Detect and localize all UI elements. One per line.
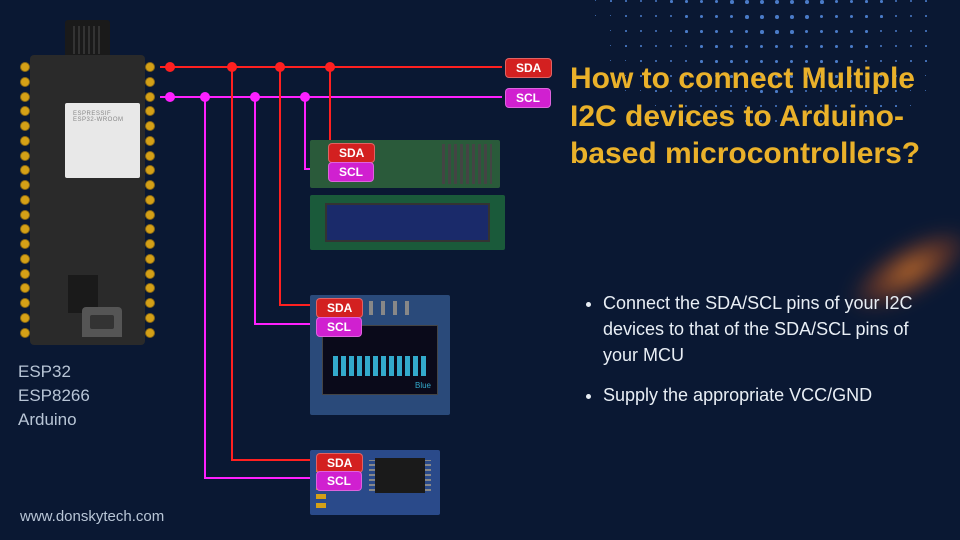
oled-sda-label: SDA	[316, 298, 363, 318]
mcu-board: ESPRESSIF ESP32-WROOM	[15, 20, 160, 350]
lcd-sda-label: SDA	[328, 143, 375, 163]
pins-left	[20, 62, 30, 338]
mcu-pcb: ESPRESSIF ESP32-WROOM	[30, 55, 145, 345]
device-lcd-display	[310, 195, 505, 250]
rtc-scl-label: SCL	[316, 471, 362, 491]
oled-scl-label: SCL	[316, 317, 362, 337]
usb-port	[82, 307, 122, 337]
lcd-screen	[325, 203, 490, 242]
mcu-label-1: ESP8266	[18, 384, 90, 408]
oled-bars	[333, 356, 429, 376]
page-title: How to connect Multiple I2C devices to A…	[570, 60, 930, 173]
lcd-scl-label: SCL	[328, 162, 374, 182]
chip-model: ESP32-WROOM	[73, 117, 132, 123]
mcu-labels: ESP32 ESP8266 Arduino	[18, 360, 90, 431]
mcu-label-0: ESP32	[18, 360, 90, 384]
bullet-0: Connect the SDA/SCL pins of your I2C dev…	[603, 290, 925, 368]
rtc-sda-label: SDA	[316, 453, 363, 473]
bullet-list: Connect the SDA/SCL pins of your I2C dev…	[585, 290, 925, 422]
bullet-1: Supply the appropriate VCC/GND	[603, 382, 925, 408]
rtc-chip	[375, 458, 425, 493]
bus-label-sda-main: SDA	[505, 58, 552, 78]
mcu-antenna	[65, 20, 110, 60]
pins-right	[145, 62, 155, 338]
oled-text: Blue	[415, 381, 431, 390]
mcu-label-2: Arduino	[18, 408, 90, 432]
bus-label-scl-main: SCL	[505, 88, 551, 108]
mcu-chip: ESPRESSIF ESP32-WROOM	[65, 103, 140, 178]
website-url: www.donskytech.com	[20, 508, 164, 525]
